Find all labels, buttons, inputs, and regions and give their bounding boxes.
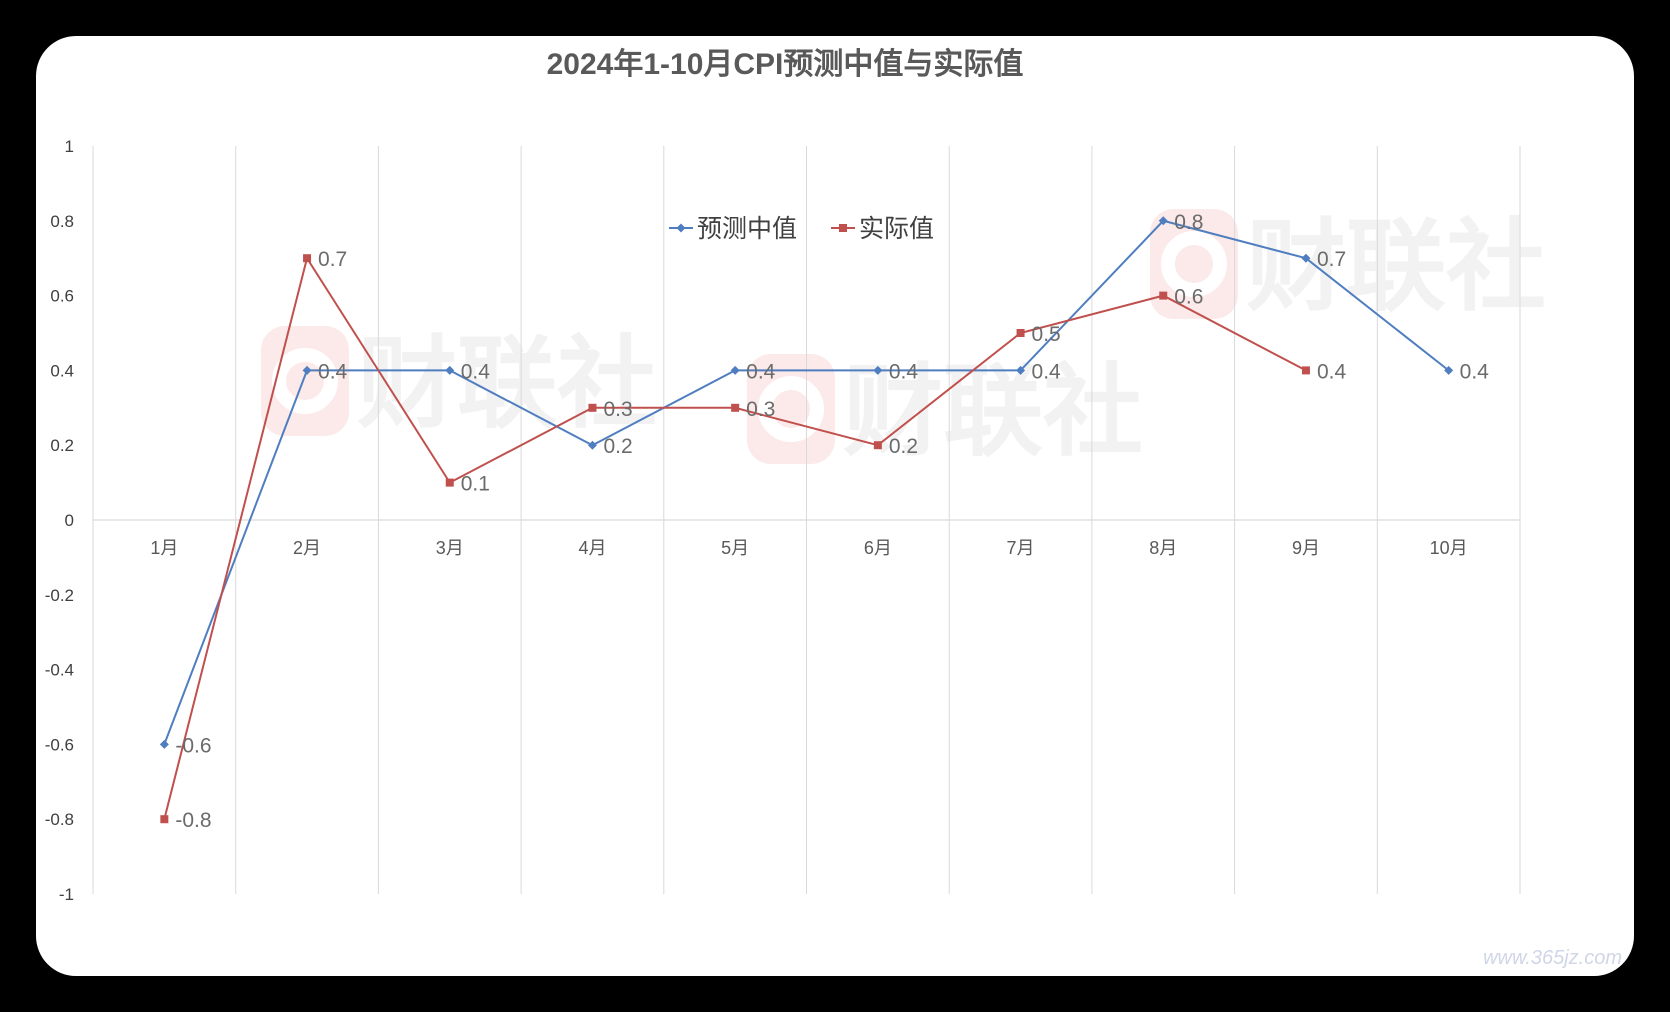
data-label-layer: -0.6 0.4 0.4 0.2 0.4 0.4 0.4 0.8 0.7 0.4 -0.8 0.7 0.… <box>175 211 1489 832</box>
data-label: 0.2 <box>603 435 632 458</box>
y-tick-label: -0.8 <box>45 810 74 829</box>
y-tick-label: -0.2 <box>45 586 74 605</box>
watermark-logo: 财联社 <box>1150 209 1546 323</box>
data-label: 0.4 <box>1460 360 1490 383</box>
data-point-actual <box>1159 291 1168 300</box>
y-tick-label: 0.2 <box>50 436 74 455</box>
data-label: 0.4 <box>889 360 919 383</box>
x-tick-label: 1月 <box>150 538 178 558</box>
data-point-forecast <box>873 365 883 375</box>
data-label: 0.6 <box>1174 286 1203 309</box>
data-label: 0.2 <box>889 435 918 458</box>
legend-item-actual: 实际值 <box>831 215 934 243</box>
data-point-forecast <box>587 440 597 450</box>
data-label: 0.5 <box>1032 323 1061 346</box>
y-tick-label: -0.6 <box>45 735 74 754</box>
x-tick-label: 3月 <box>436 538 464 558</box>
y-tick-label: 0.8 <box>50 212 74 231</box>
y-tick-label: -0.4 <box>45 661 74 680</box>
legend: 预测中值 实际值 <box>669 215 934 243</box>
data-point-actual <box>873 441 882 450</box>
x-tick-label: 8月 <box>1149 538 1177 558</box>
data-point-actual <box>731 403 740 412</box>
x-tick-label: 10月 <box>1430 538 1468 558</box>
data-label: -0.6 <box>175 734 211 757</box>
data-label: 0.4 <box>1317 360 1347 383</box>
data-label: 0.1 <box>461 473 490 496</box>
x-tick-label: 9月 <box>1292 538 1320 558</box>
x-tick-label: 4月 <box>578 538 606 558</box>
data-label: 0.8 <box>1174 211 1203 234</box>
data-point-forecast <box>1444 365 1454 375</box>
x-tick-label: 2月 <box>293 538 321 558</box>
data-point-forecast <box>730 365 740 375</box>
watermark-text: 财联社 <box>1246 211 1546 323</box>
y-tick-label: 1 <box>65 137 74 156</box>
series-layer <box>159 216 1454 824</box>
chart-card: 财联社 财联社 财联社 1 0.8 0.6 0.4 0.2 0 -0.2 -0.4 -0.6 -0.8… <box>36 36 1634 976</box>
data-point-forecast <box>1016 365 1026 375</box>
data-point-forecast <box>1301 253 1311 263</box>
data-label: -0.8 <box>175 809 211 832</box>
grid-layer <box>92 146 1521 894</box>
legend-label: 实际值 <box>859 215 934 243</box>
data-point-actual <box>588 403 597 412</box>
watermark-logo: 财联社 <box>747 354 1143 468</box>
y-tick-label: 0 <box>65 511 74 530</box>
data-point-actual <box>303 254 312 263</box>
data-point-actual <box>1301 366 1310 375</box>
y-tick-label: 0.6 <box>50 287 74 306</box>
watermark-logo: 财联社 <box>261 326 657 440</box>
data-label: 0.7 <box>1317 248 1346 271</box>
data-label: 0.4 <box>1032 360 1062 383</box>
x-tick-label: 7月 <box>1007 538 1035 558</box>
data-point-forecast <box>445 365 455 375</box>
data-label: 0.4 <box>318 360 348 383</box>
chart-title: 2024年1-10月CPI预测中值与实际值 <box>547 47 1024 81</box>
data-point-forecast <box>1158 216 1168 226</box>
data-label: 0.3 <box>603 398 632 421</box>
site-watermark: www.365jz.com <box>1483 947 1622 969</box>
data-point-actual <box>160 815 169 824</box>
watermark-text: 财联社 <box>843 356 1143 468</box>
legend-label: 预测中值 <box>697 215 797 243</box>
data-point-actual <box>445 478 454 487</box>
x-tick-label: 6月 <box>864 538 892 558</box>
y-tick-label: 0.4 <box>50 361 74 380</box>
watermark-text: 财联社 <box>357 328 657 440</box>
data-point-forecast <box>159 739 169 749</box>
data-point-actual <box>1016 329 1025 337</box>
y-tick-label: -1 <box>59 885 74 904</box>
data-label: 0.7 <box>318 248 347 271</box>
data-label: 0.4 <box>461 360 491 383</box>
data-label: 0.4 <box>746 360 776 383</box>
axes-layer: 1 0.8 0.6 0.4 0.2 0 -0.2 -0.4 -0.6 -0.8 -1 1月 2月 3月 4月… <box>45 137 1468 904</box>
legend-item-forecast: 预测中值 <box>669 215 797 243</box>
x-tick-label: 5月 <box>721 538 749 558</box>
data-point-forecast <box>302 365 312 375</box>
data-label: 0.3 <box>746 398 775 421</box>
